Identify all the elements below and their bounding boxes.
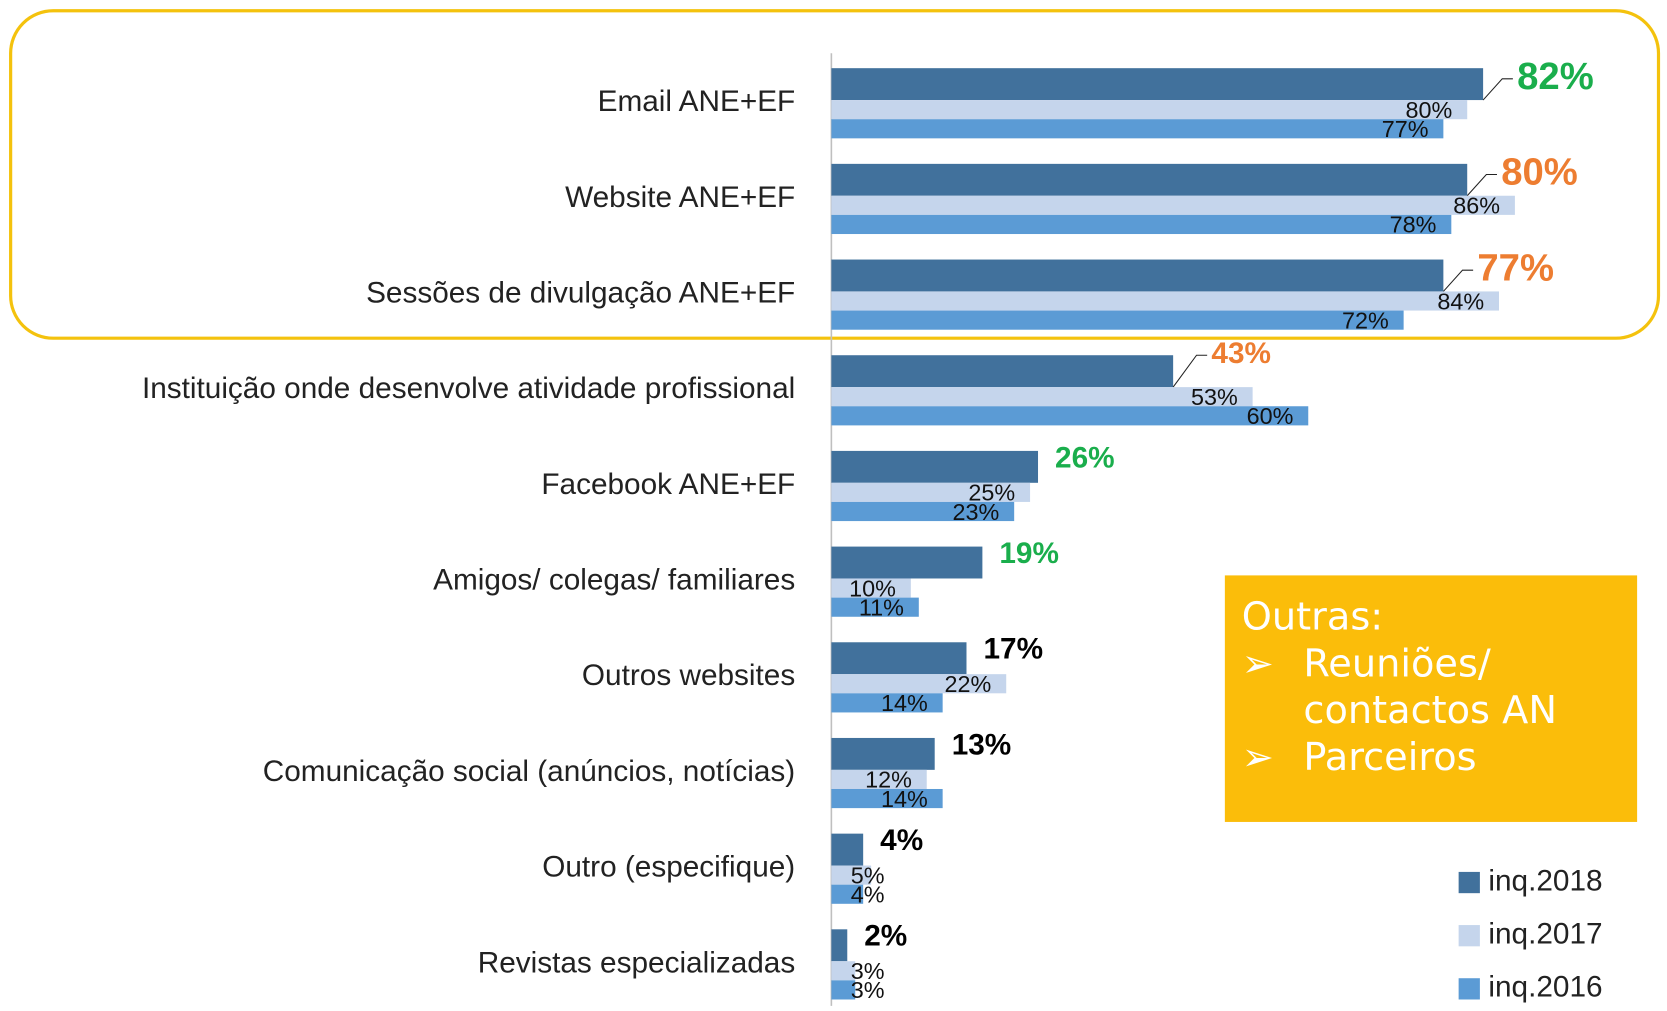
legend-label: inq.2017 (1488, 918, 1602, 951)
value-label: 12% (865, 767, 912, 793)
bar (831, 214, 1452, 235)
value-label: 77% (1477, 246, 1554, 289)
value-label: 10% (849, 575, 896, 601)
bar (831, 387, 1253, 407)
value-label: 60% (1247, 403, 1294, 429)
category-label: Email ANE+EF (598, 85, 796, 118)
legend-label: inq.2018 (1488, 864, 1602, 897)
value-label: 78% (1390, 212, 1437, 238)
value-label: 80% (1501, 151, 1578, 194)
value-label: 82% (1517, 55, 1594, 98)
category-label: Comunicação social (anúncios, notícias) (263, 755, 795, 788)
bar (831, 259, 1444, 292)
value-label: 2% (864, 920, 907, 953)
bar (831, 769, 927, 789)
category-label: Sessões de divulgação ANE+EF (366, 276, 795, 309)
legend-label: inq.2016 (1488, 971, 1602, 1004)
value-label: 43% (1211, 337, 1271, 370)
value-label: 3% (851, 977, 885, 1003)
leader-line (1442, 269, 1474, 292)
highlight-frame (9, 9, 1661, 340)
bar (831, 865, 872, 885)
value-label: 72% (1342, 307, 1389, 333)
bar (831, 355, 1174, 388)
callout-item: Reuniões/ contactos AN (1242, 641, 1620, 734)
callout: Outras: Reuniões/ contactos AN Parceiros (1224, 575, 1638, 822)
value-label: 86% (1453, 193, 1500, 219)
value-label: 3% (851, 958, 885, 984)
value-label: 22% (945, 671, 992, 697)
legend-swatch (1458, 871, 1480, 894)
bar (831, 501, 1015, 522)
value-label: 11% (859, 594, 904, 620)
value-label: 26% (1055, 441, 1115, 474)
bar (831, 578, 911, 598)
bar (831, 693, 943, 713)
value-label: 84% (1437, 288, 1484, 314)
value-label: 14% (881, 786, 928, 812)
value-label: 13% (952, 728, 1012, 761)
value-label: 4% (880, 824, 923, 857)
bar (831, 100, 1468, 120)
bar (831, 450, 1039, 483)
value-label: 77% (1382, 116, 1429, 142)
bar (831, 642, 967, 675)
value-label: 17% (984, 633, 1044, 666)
value-label: 19% (999, 537, 1059, 570)
category-label: Amigos/ colegas/ familiares (433, 564, 795, 597)
category-label: Outros websites (582, 659, 795, 692)
value-label: 14% (881, 690, 928, 716)
legend-swatch (1458, 925, 1480, 947)
callout-box: Outras: Reuniões/ contactos AN Parceiros (1225, 575, 1637, 822)
category-label: Facebook ANE+EF (541, 468, 795, 501)
value-label: 4% (851, 882, 885, 908)
leader-line (1172, 354, 1208, 388)
bar (831, 961, 856, 981)
category-label: Instituição onde desenvolve atividade pr… (142, 372, 795, 405)
category-label: Outro (especifique) (542, 851, 795, 884)
bar (831, 674, 1007, 694)
bar (831, 597, 919, 617)
category-label: Revistas especializadas (478, 946, 796, 979)
bar (831, 737, 935, 770)
bar (831, 310, 1404, 330)
callout-title: Outras: (1241, 595, 1384, 640)
value-label: 23% (952, 499, 999, 525)
legend-swatch (1458, 978, 1480, 1000)
bar (831, 546, 983, 579)
bar (831, 195, 1515, 215)
value-label: 80% (1406, 97, 1453, 123)
bar (831, 68, 1484, 101)
bar (831, 788, 943, 809)
bar (831, 980, 856, 1000)
bar (831, 119, 1444, 139)
value-label: 5% (851, 862, 885, 888)
leader-line (1466, 173, 1497, 197)
bar (831, 163, 1468, 196)
callout-list: Reuniões/ contactos AN Parceiros (1242, 641, 1620, 781)
bar (831, 291, 1500, 311)
bar (831, 833, 864, 866)
bar (831, 884, 864, 904)
bar (831, 406, 1309, 426)
category-label: Website ANE+EF (565, 181, 795, 214)
callout-item: Parceiros (1242, 734, 1620, 781)
value-label: 25% (968, 480, 1015, 506)
leader-line (1482, 78, 1513, 101)
bar (831, 929, 848, 962)
bar (831, 482, 1031, 502)
value-label: 53% (1191, 384, 1238, 410)
